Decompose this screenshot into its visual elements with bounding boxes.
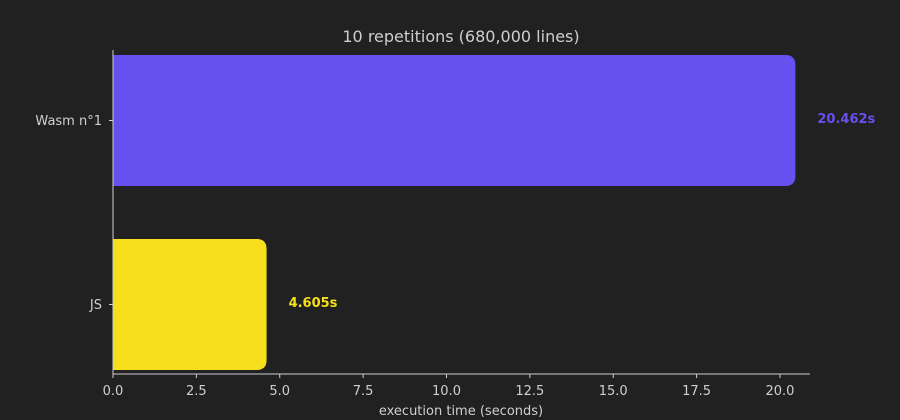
x-tick-label-5: 12.5 (515, 384, 544, 399)
bar-1 (113, 239, 267, 370)
x-tick-label-6: 15.0 (599, 384, 628, 399)
x-tick-label-1: 2.5 (186, 384, 207, 399)
y-tick-label-0: Wasm n°1 (35, 114, 102, 129)
x-tick-label-7: 17.5 (682, 384, 711, 399)
value-labels-layer: 20.462s 4.605s (289, 112, 876, 311)
x-tick-label-0: 0.0 (103, 384, 124, 399)
x-tick-label-3: 7.5 (353, 384, 374, 399)
bar-value-label-0: 20.462s (817, 112, 875, 127)
bar-value-label-1: 4.605s (289, 296, 338, 311)
bars-layer (113, 55, 796, 370)
y-axis-tick-labels: Wasm n°1 JS (35, 114, 113, 313)
x-tick-label-8: 20.0 (766, 384, 795, 399)
bar-0 (113, 55, 796, 186)
x-tick-label-4: 10.0 (432, 384, 461, 399)
y-tick-label-1: JS (89, 298, 102, 313)
x-axis-title: execution time (seconds) (379, 404, 543, 419)
x-axis-tick-labels: 0.0 2.5 5.0 7.5 10.0 12.5 15.0 17.5 20.0 (103, 374, 795, 399)
chart-title: 10 repetitions (680,000 lines) (342, 27, 579, 46)
x-tick-label-2: 5.0 (269, 384, 290, 399)
